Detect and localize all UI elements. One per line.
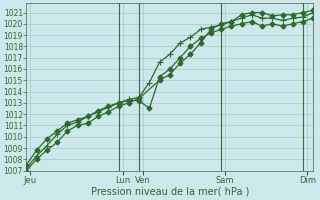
X-axis label: Pression niveau de la mer( hPa ): Pression niveau de la mer( hPa ) (91, 187, 249, 197)
